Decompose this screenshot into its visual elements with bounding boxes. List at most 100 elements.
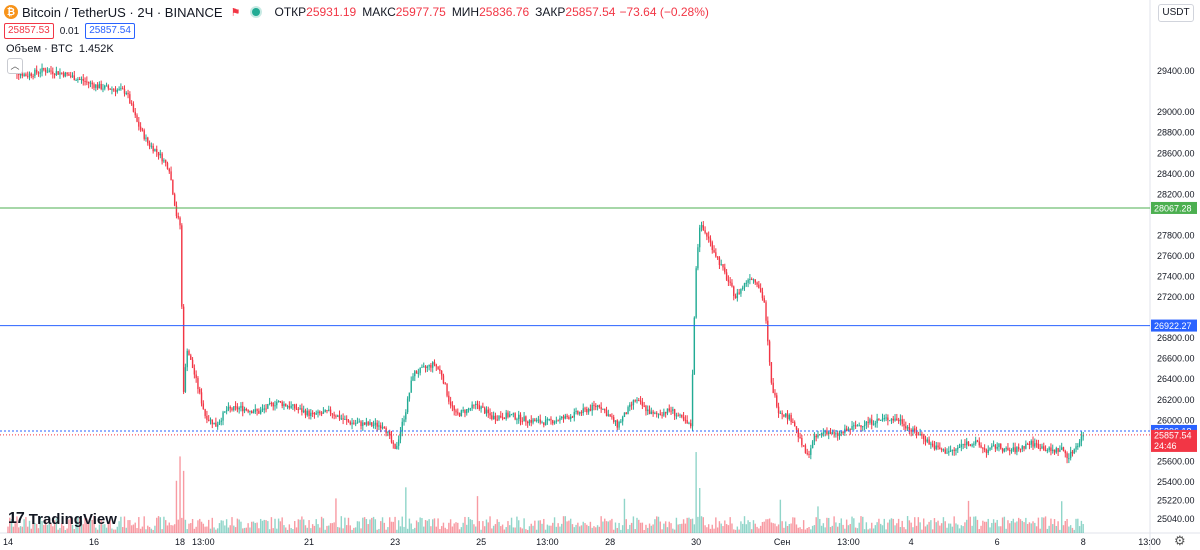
buy-button[interactable]: 25857.54 <box>85 23 135 39</box>
volume-bar <box>224 525 226 533</box>
volume-bar <box>847 525 850 533</box>
volume-bar <box>498 521 500 533</box>
volume-bar <box>211 517 213 533</box>
candle-body <box>430 364 432 368</box>
volume-bar <box>940 523 943 533</box>
volume-bar <box>247 523 249 533</box>
volume-bar <box>826 517 828 533</box>
volume-bar <box>833 516 835 533</box>
volume-bar <box>301 516 303 533</box>
candle-body <box>707 236 710 239</box>
volume-bar <box>78 517 81 533</box>
volume-bar <box>718 521 721 533</box>
candle-body <box>725 272 728 280</box>
volume-bar <box>294 521 296 533</box>
candle-body <box>745 282 748 284</box>
candle-body <box>618 422 620 428</box>
candle-body <box>595 405 597 408</box>
volume-bar <box>1071 527 1074 533</box>
collapse-legend-button[interactable]: ︿ <box>7 58 23 74</box>
volume-bar <box>899 527 902 533</box>
y-tick-label: 29400.00 <box>1157 66 1195 76</box>
candle-body <box>555 420 558 422</box>
candle-body <box>552 420 554 424</box>
volume-label[interactable]: Объем · BTC <box>6 43 73 55</box>
candle-body <box>299 408 301 410</box>
candle-body <box>109 88 111 90</box>
flag-icon[interactable]: ⚑ <box>230 6 241 19</box>
candle-body <box>154 149 156 152</box>
y-tick-label: 26000.00 <box>1157 415 1195 425</box>
candle-body <box>591 404 593 411</box>
candle-body <box>70 75 72 77</box>
volume-bar <box>489 516 491 533</box>
currency-button[interactable]: USDT <box>1158 4 1194 22</box>
volume-bar <box>860 516 862 533</box>
volume-bar <box>227 527 230 533</box>
volume-bar <box>657 516 660 533</box>
candle-body <box>792 422 794 424</box>
candle-body <box>1066 453 1068 459</box>
volume-bar <box>921 529 923 533</box>
volume-bar <box>71 524 74 533</box>
y-tick-label: 26200.00 <box>1157 395 1195 405</box>
volume-bar <box>901 520 903 533</box>
volume-bar <box>768 518 771 533</box>
sell-button[interactable]: 25857.53 <box>4 23 54 39</box>
gear-icon[interactable]: ⚙ <box>1174 533 1186 548</box>
candle-body <box>638 400 640 402</box>
volume-bar <box>1032 521 1034 533</box>
volume-bar <box>1023 522 1025 533</box>
candle-body <box>573 412 575 418</box>
y-tick-label: 27200.00 <box>1157 292 1195 302</box>
candle-body <box>514 413 516 420</box>
price-line-tag-label: 26922.27 <box>1154 321 1192 331</box>
candle-body <box>729 281 731 283</box>
tradingview-logo[interactable]: 17 TradingView <box>8 510 117 528</box>
volume-bar <box>840 518 842 533</box>
candle-body <box>1059 449 1061 452</box>
volume-bar <box>621 525 624 533</box>
volume-bar <box>738 529 740 533</box>
volume-bar <box>272 528 274 533</box>
volume-bar <box>229 525 231 533</box>
volume-bar <box>213 527 215 533</box>
candle-body <box>412 376 414 381</box>
candle-body <box>199 388 201 393</box>
volume-bar <box>12 526 15 533</box>
candle-body <box>163 160 165 162</box>
volume-bar <box>702 517 704 533</box>
tradingview-label: TradingView <box>28 510 117 528</box>
volume-bar <box>512 527 515 533</box>
y-tick-label: 25040.00 <box>1157 514 1195 524</box>
candle-body <box>869 419 871 423</box>
candle-body <box>1014 447 1016 453</box>
volume-bar <box>600 516 602 533</box>
volume-bar <box>559 526 561 533</box>
volume-bar <box>245 527 248 533</box>
candle-body <box>609 414 611 417</box>
volume-bar <box>793 517 796 533</box>
candle-body <box>677 415 679 417</box>
volume-bar <box>102 524 104 533</box>
volume-bar <box>996 519 998 533</box>
candle-body <box>756 282 758 285</box>
candle-body <box>1060 447 1063 450</box>
volume-bar <box>706 527 708 533</box>
volume-bar <box>890 518 893 533</box>
volume-bar <box>75 521 77 533</box>
candle-body <box>575 410 577 413</box>
candle-body <box>625 412 627 415</box>
volume-bar <box>449 519 452 533</box>
candle-body <box>935 445 937 450</box>
volume-bar <box>842 524 844 533</box>
volume-bar <box>582 521 584 533</box>
candle-body <box>457 412 459 414</box>
candle-body <box>245 408 248 411</box>
symbol-title[interactable]: Bitcoin / TetherUS · 2Ч · BINANCE <box>22 4 223 20</box>
candle-body <box>1046 450 1049 452</box>
order-buttons: 25857.53 0.01 25857.54 <box>4 23 135 39</box>
volume-bar <box>61 523 63 533</box>
candle-body <box>423 366 425 368</box>
